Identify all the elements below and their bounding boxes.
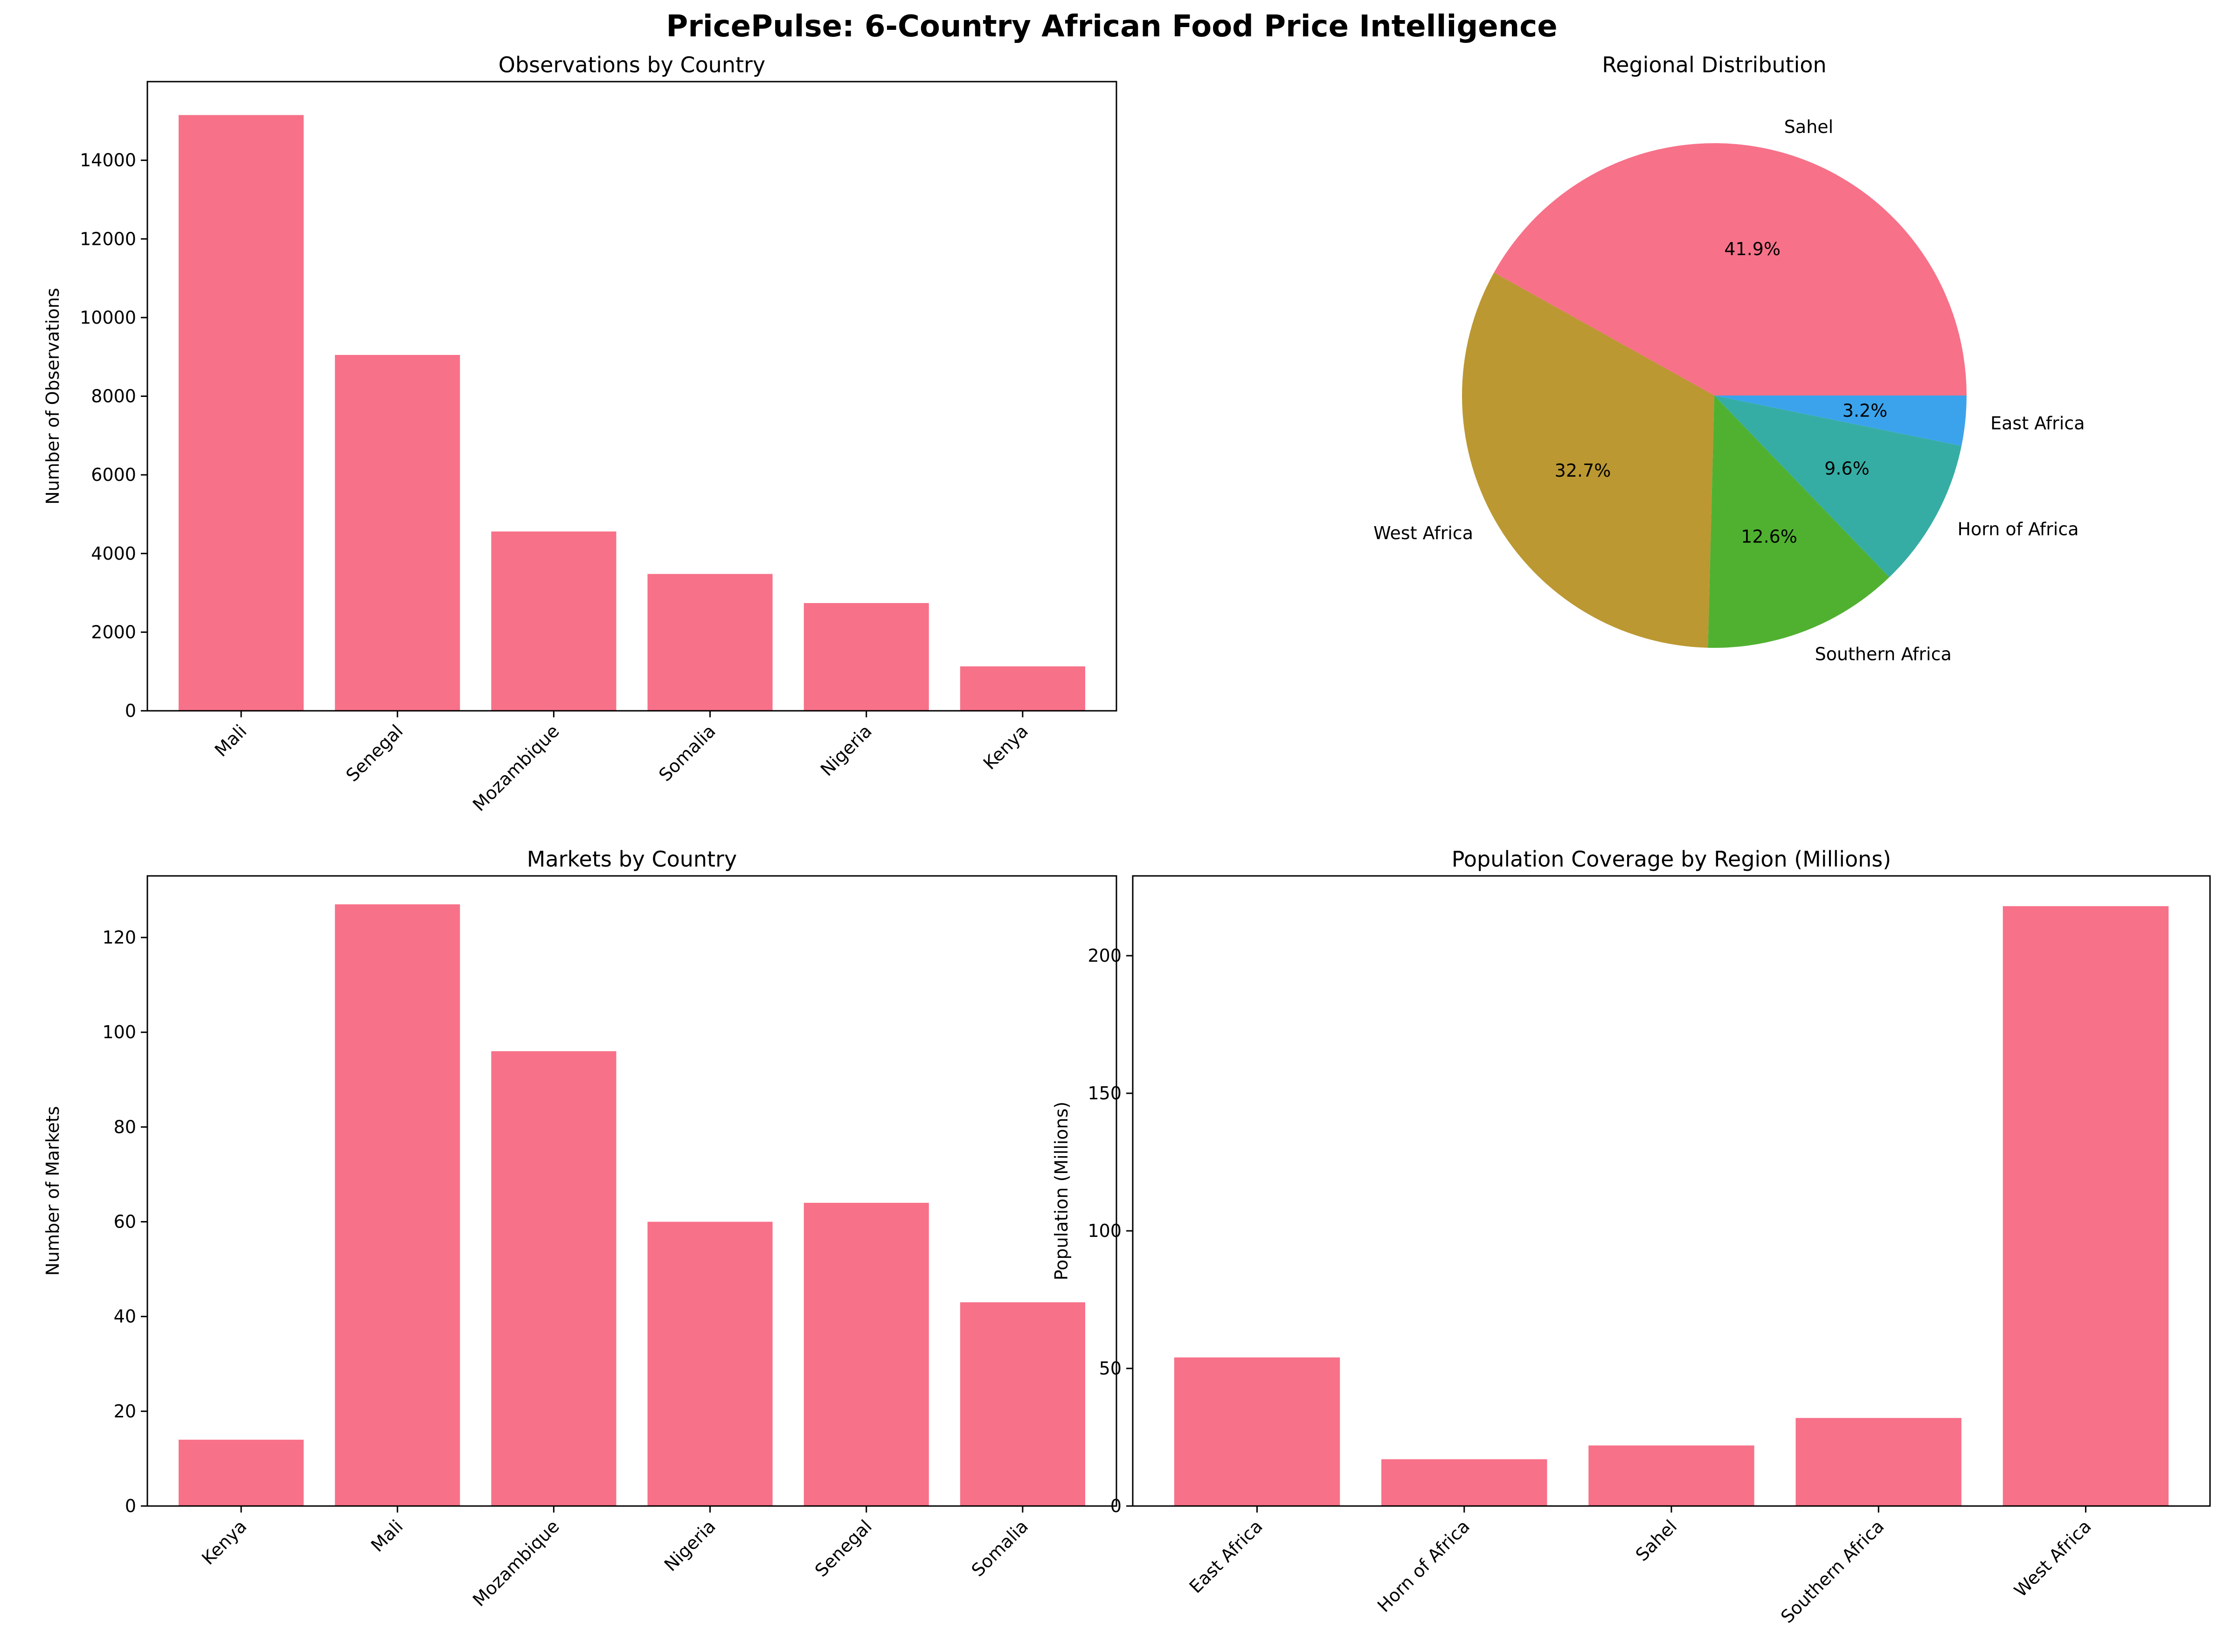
y-tick-label: 0 [125,701,136,721]
panel-title: Population Coverage by Region (Millions) [1452,847,1891,872]
y-tick-label: 40 [114,1306,136,1327]
pie-label: Southern Africa [1815,644,1952,665]
pie-percent-label: 12.6% [1741,527,1797,547]
x-tick-label: Mozambique [469,721,563,815]
x-tick-label: Mozambique [469,1516,563,1610]
y-tick-label: 12000 [80,229,136,249]
y-tick-label: 200 [1088,945,1122,966]
y-tick-label: 14000 [80,150,136,171]
x-tick-label: West Africa [2010,1516,2095,1601]
pie-slice-sahel [1494,143,1967,396]
x-tick-label: Horn of Africa [1373,1516,1474,1616]
bar-west-africa [2002,906,2169,1506]
y-axis-label: Population (Millions) [1051,1102,1072,1281]
pie-slice-west-africa [1462,272,1714,648]
bar-senegal [804,1202,929,1506]
y-tick-label: 0 [1110,1496,1122,1516]
y-tick-label: 6000 [91,465,136,485]
pie-percent-label: 9.6% [1824,458,1870,479]
bar-southern-africa [1795,1418,1961,1506]
y-tick-label: 100 [102,1022,136,1042]
x-tick-label: Mali [211,721,251,761]
y-tick-label: 10000 [80,307,136,328]
bar-senegal [335,354,460,711]
bar-kenya [179,1439,304,1506]
pie-label: West Africa [1373,523,1473,543]
pie-percent-label: 41.9% [1724,239,1781,259]
pie-slice-southern-africa [1708,396,1890,648]
bar-sahel [1588,1445,1754,1506]
pie-slice-horn-of-africa [1714,396,1962,577]
y-tick-label: 100 [1088,1221,1122,1241]
x-tick-label: Somalia [968,1516,1032,1581]
y-axis-label: Number of Markets [42,1106,63,1276]
x-tick-label: East Africa [1185,1516,1267,1597]
bar-east-africa [1174,1357,1340,1506]
x-tick-label: Senegal [342,721,407,785]
bar-somalia [960,1302,1085,1506]
y-axis-label: Number of Observations [42,288,63,505]
x-tick-label: Southern Africa [1777,1516,1888,1627]
pie-label: Horn of Africa [1957,519,2079,540]
y-tick-label: 4000 [91,543,136,564]
x-tick-label: Nigeria [817,721,876,780]
x-tick-label: Sahel [1632,1516,1681,1565]
figure-title: PricePulse: 6-Country African Food Price… [666,9,1557,44]
y-tick-label: 0 [125,1496,136,1516]
bar-mali [179,115,304,711]
bar-mozambique [491,1051,617,1506]
pie-percent-label: 3.2% [1843,401,1888,421]
y-tick-label: 20 [114,1401,136,1422]
bar-somalia [647,574,773,711]
y-tick-label: 150 [1088,1083,1122,1104]
markets-by-country-chart: Markets by Country Number of Markets 0 20… [42,847,1117,1610]
x-tick-label: Kenya [198,1516,250,1569]
panel-title: Markets by Country [527,847,737,872]
x-tick-label: Somalia [655,721,720,785]
population-coverage-chart: Population Coverage by Region (Millions)… [1051,847,2211,1627]
bar-horn-of-africa [1381,1459,1547,1506]
regional-distribution-chart: Regional Distribution Sahel 41.9% West Afr… [1373,52,2085,665]
x-tick-label: Senegal [811,1516,876,1581]
y-tick-label: 80 [114,1117,136,1137]
bar-nigeria [804,603,929,711]
y-tick-label: 8000 [91,386,136,407]
pie-percent-label: 32.7% [1555,460,1611,481]
pie-slice-east-africa [1714,396,1967,446]
bar-mozambique [491,531,617,711]
x-tick-label: Nigeria [660,1516,720,1575]
panel-title: Observations by Country [499,52,765,77]
x-tick-label: Kenya [979,721,1032,773]
y-tick-label: 60 [114,1212,136,1232]
y-tick-label: 50 [1099,1358,1122,1379]
bar-mali [335,904,460,1506]
x-tick-label: Mali [367,1516,407,1556]
observations-by-country-chart: Observations by Country Number of Observ… [42,52,1117,815]
pie-label: Sahel [1784,117,1833,137]
pie-label: East Africa [1990,413,2085,434]
panel-title: Regional Distribution [1602,52,1826,77]
y-tick-label: 2000 [91,622,136,642]
bar-kenya [960,666,1085,711]
bar-nigeria [647,1222,773,1506]
axes-frame [146,875,1117,1507]
y-tick-label: 120 [102,927,136,948]
